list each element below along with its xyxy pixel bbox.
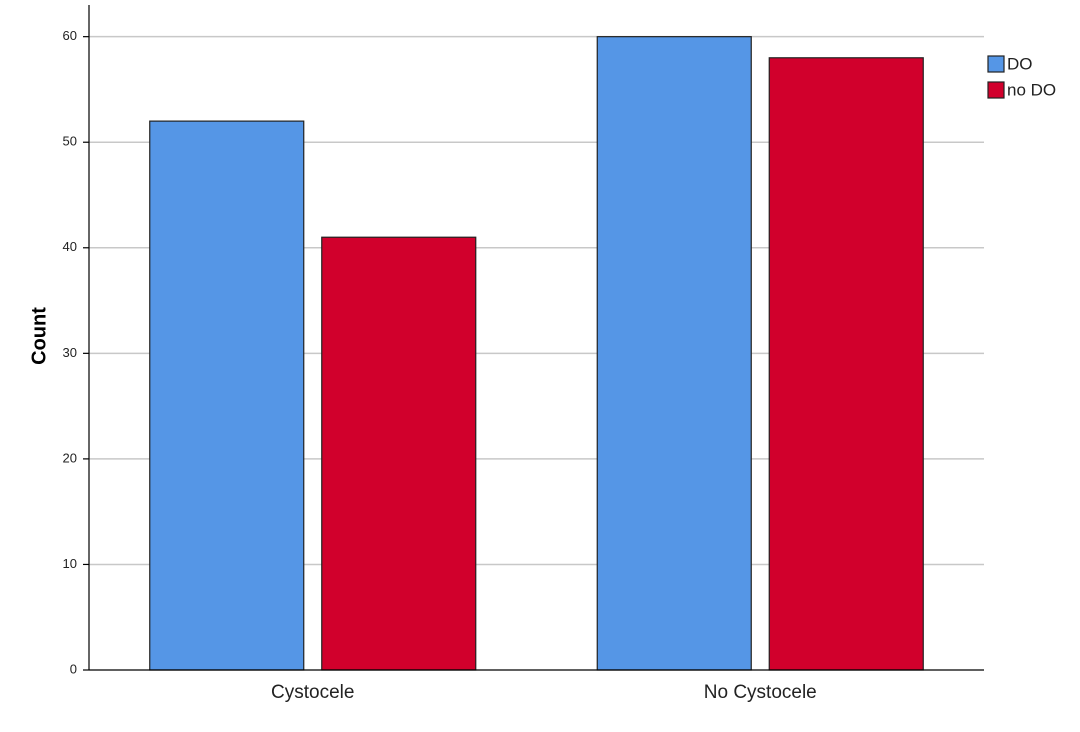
category-labels: Cystocele No Cystocele [271, 682, 817, 703]
y-tick-label: 60 [63, 28, 77, 43]
y-tick-label: 30 [63, 345, 77, 360]
bar-do-no-cystocele [596, 36, 752, 671]
axes [88, 5, 984, 671]
bar-no-do-cystocele [321, 236, 477, 671]
bars [149, 36, 924, 671]
bar-no-do-no-cystocele [768, 57, 924, 671]
y-tick-label: 40 [63, 239, 77, 254]
legend: DO no DO [987, 54, 1056, 99]
legend-swatch [987, 81, 1005, 99]
y-axis-label: Count [28, 307, 50, 365]
y-tick-label: 10 [63, 556, 77, 571]
legend-label: no DO [1007, 80, 1056, 99]
y-tick-label: 20 [63, 450, 77, 465]
legend-swatch [987, 55, 1005, 73]
bar-do-cystocele [149, 120, 305, 671]
legend-label: DO [1007, 54, 1033, 73]
y-tick-label: 50 [63, 134, 77, 149]
y-tick-label: 0 [70, 661, 77, 676]
x-category-label: No Cystocele [704, 682, 817, 703]
tick-labels: 0 10 20 30 40 50 60 [63, 28, 89, 676]
x-category-label: Cystocele [271, 682, 354, 703]
